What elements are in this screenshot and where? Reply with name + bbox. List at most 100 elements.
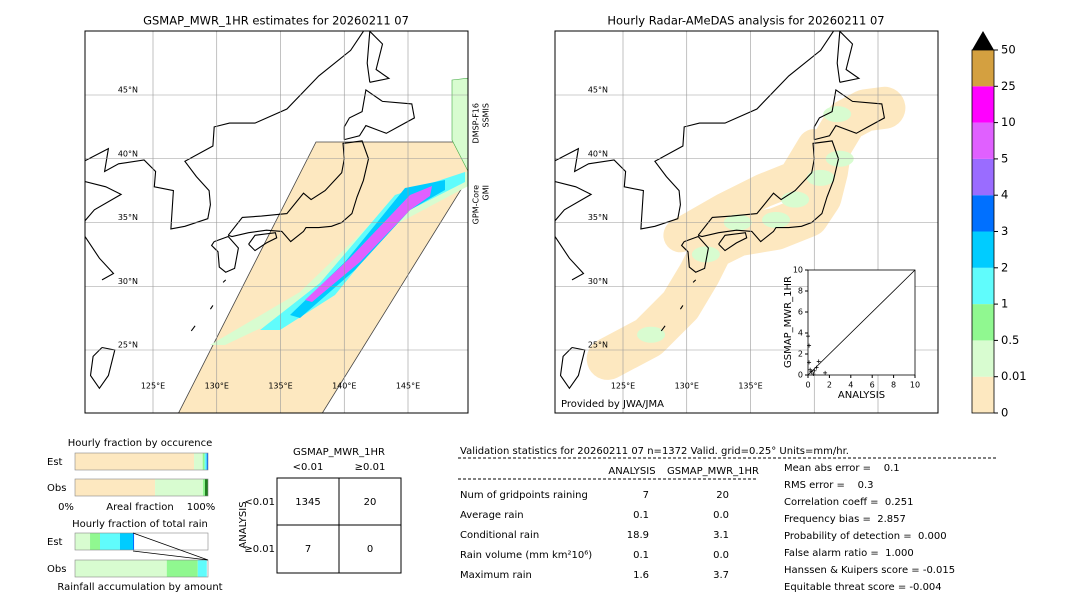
fraction-segment bbox=[75, 533, 91, 550]
score: Mean abs error = 0.1 bbox=[784, 463, 900, 474]
stat-value: 0.1 bbox=[633, 510, 649, 521]
lon-label: 145°E bbox=[396, 382, 420, 391]
y-tick-label: 6 bbox=[798, 308, 803, 317]
colorbar-label: 0 bbox=[1001, 406, 1008, 420]
column-header: GSMAP_MWR_1HR bbox=[667, 466, 759, 477]
row-label: Est bbox=[47, 457, 63, 468]
stat-label: Conditional rain bbox=[460, 530, 539, 541]
colorbar-label: 25 bbox=[1001, 79, 1016, 93]
fraction-segment bbox=[100, 533, 120, 550]
colorbar-label: 50 bbox=[1001, 43, 1016, 57]
col-header: <0.01 bbox=[293, 462, 324, 473]
scatter-point bbox=[816, 359, 821, 364]
stat-value: 0.0 bbox=[713, 510, 729, 521]
fraction-segment bbox=[119, 533, 133, 550]
bar-frame bbox=[74, 559, 209, 578]
connector bbox=[132, 532, 209, 561]
stat-value: 3.1 bbox=[713, 530, 729, 541]
stat-value: 0.0 bbox=[713, 550, 729, 561]
lat-label: 45°N bbox=[118, 86, 138, 95]
colorbar-segment bbox=[972, 231, 994, 268]
coastline bbox=[813, 88, 886, 141]
lon-label: 135°E bbox=[738, 382, 762, 391]
coastline bbox=[190, 325, 196, 332]
scatter-point bbox=[807, 343, 812, 348]
colorbar-label: 3 bbox=[1001, 224, 1008, 238]
rain-band bbox=[305, 186, 432, 302]
map bbox=[555, 31, 938, 413]
fraction-segment bbox=[90, 533, 101, 550]
stat-value: 0.1 bbox=[633, 550, 649, 561]
stat-label: Average rain bbox=[460, 510, 524, 521]
coastline bbox=[697, 140, 840, 243]
fraction-segment bbox=[194, 453, 203, 470]
coastline bbox=[227, 140, 370, 243]
stat-label: Num of gridpoints raining bbox=[460, 490, 588, 501]
coastline bbox=[836, 31, 861, 83]
colorbar-label: 4 bbox=[1001, 188, 1008, 202]
y-tick-label: 0 bbox=[798, 371, 803, 380]
lat-label: 40°N bbox=[588, 149, 608, 158]
bar-frame bbox=[74, 478, 209, 497]
row-header: <0.01 bbox=[244, 497, 275, 508]
fraction-segment bbox=[155, 479, 203, 496]
coastline bbox=[692, 279, 697, 283]
axis-label: 0% bbox=[58, 502, 74, 513]
lon-label: 130°E bbox=[675, 382, 699, 391]
colorbar-extension bbox=[972, 31, 994, 50]
stat-value: 20 bbox=[716, 490, 729, 501]
light-rain-area bbox=[691, 246, 720, 263]
colorbar-segment bbox=[972, 50, 994, 87]
occurrence-title: Hourly fraction by occurence bbox=[68, 438, 212, 449]
light-rain-area bbox=[823, 106, 852, 123]
coastline bbox=[343, 88, 416, 141]
stat-label: Maximum rain bbox=[460, 570, 532, 581]
left-map-title: GSMAP_MWR_1HR estimates for 20260211 07 bbox=[143, 14, 409, 28]
row-header: ≥0.01 bbox=[244, 544, 275, 555]
colorbar-label: 0.01 bbox=[1001, 369, 1027, 383]
fraction-segment bbox=[204, 453, 207, 470]
fraction-segment bbox=[197, 560, 207, 577]
colorbar-label: 2 bbox=[1001, 260, 1008, 274]
colorbar-segment bbox=[972, 304, 994, 341]
fraction-segment bbox=[202, 453, 205, 470]
axis-label: Areal fraction bbox=[106, 502, 173, 513]
lat-label: 25°N bbox=[588, 341, 608, 350]
map-frame bbox=[84, 30, 469, 414]
sensor-label: GPM-Core bbox=[472, 185, 481, 224]
fraction-segment bbox=[132, 533, 135, 550]
light-rain-area bbox=[637, 326, 666, 343]
lat-label: 45°N bbox=[588, 86, 608, 95]
scatter-point bbox=[814, 365, 819, 370]
scatter-point bbox=[808, 367, 813, 372]
fraction-segment bbox=[166, 560, 198, 577]
right-map-title: Hourly Radar-AMeDAS analysis for 2026021… bbox=[607, 14, 884, 28]
stat-value: 1.6 bbox=[633, 570, 649, 581]
colorbar-segment bbox=[972, 86, 994, 123]
stat-label: Rain volume (mm km²10⁶) bbox=[460, 550, 592, 561]
sensor-label: SSMIS bbox=[482, 103, 491, 128]
fraction-segment bbox=[206, 453, 208, 470]
stat-value: 3.7 bbox=[713, 570, 729, 581]
x-tick-label: 0 bbox=[805, 381, 810, 390]
total-rain-title: Hourly fraction of total rain bbox=[72, 519, 208, 530]
colorbar-segment bbox=[972, 340, 994, 377]
lat-label: 35°N bbox=[588, 213, 608, 222]
stat-value: 7 bbox=[643, 490, 649, 501]
scatter-point bbox=[807, 360, 812, 365]
light-rain-area bbox=[762, 211, 790, 228]
fraction-segment bbox=[202, 479, 205, 496]
x-tick-label: 8 bbox=[891, 381, 896, 390]
row-label: Obs bbox=[47, 564, 66, 575]
lon-label: 125°E bbox=[611, 382, 635, 391]
diagonal bbox=[807, 269, 916, 376]
coastline bbox=[222, 279, 227, 283]
light-rain-area bbox=[781, 191, 810, 208]
colorbar-label: 5 bbox=[1001, 151, 1008, 165]
coastline bbox=[89, 346, 116, 390]
fraction-segment bbox=[204, 479, 208, 496]
colorbar-segment bbox=[972, 122, 994, 159]
stat-value: 18.9 bbox=[627, 530, 649, 541]
x-tick-label: 10 bbox=[910, 381, 920, 390]
x-tick-label: 2 bbox=[827, 381, 832, 390]
